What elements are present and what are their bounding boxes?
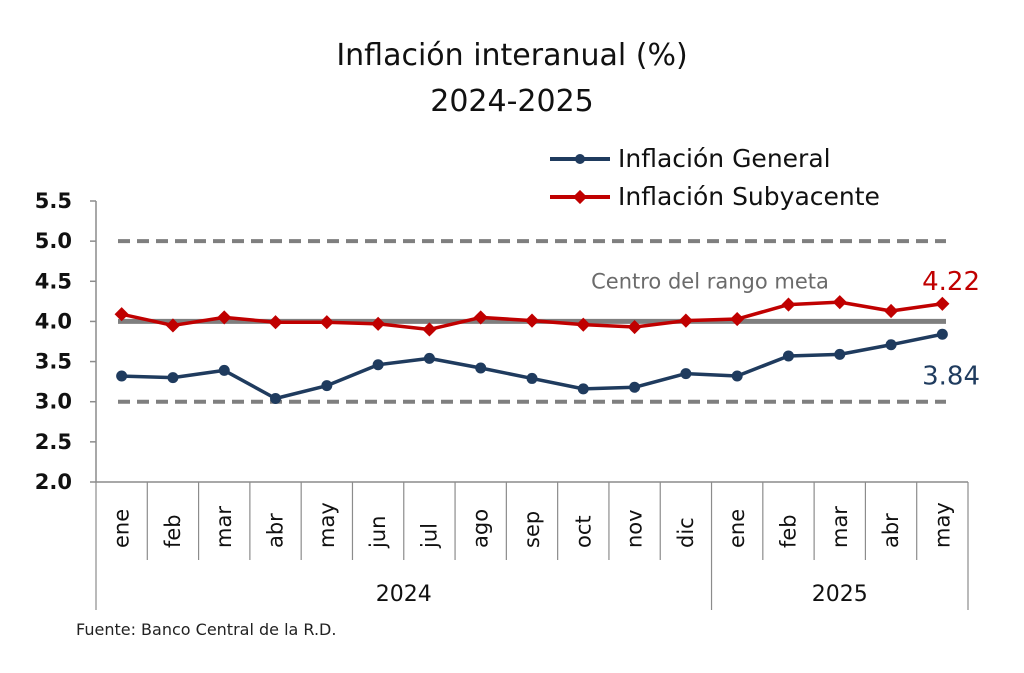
data-point-subyacente-9 (576, 317, 591, 332)
x-tick-label-15: abr (879, 513, 903, 548)
data-point-general-9 (577, 383, 589, 395)
data-point-subyacente-10 (627, 319, 642, 335)
target-center-annotation: Centro del rango meta (591, 269, 829, 293)
chart-subtitle: 2024-2025 (430, 84, 594, 119)
x-tick-label-5: jun (366, 516, 390, 549)
y-tick-label-0: 2.0 (35, 470, 72, 494)
data-point-subyacente-0 (114, 307, 129, 322)
data-point-subyacente-2 (217, 310, 232, 325)
data-point-subyacente-12 (730, 311, 745, 327)
y-tick-label-7: 5.5 (35, 189, 72, 213)
year-label-2025: 2025 (812, 582, 868, 607)
data-point-general-0 (116, 370, 128, 382)
data-point-general-3 (270, 393, 282, 405)
x-tick-label-9: oct (571, 515, 595, 548)
y-tick-label-4: 4.0 (35, 309, 72, 333)
legend-marker-general (550, 153, 610, 164)
x-tick-label-7: ago (469, 509, 493, 548)
data-point-general-13 (782, 350, 794, 362)
data-point-general-11 (680, 368, 692, 380)
data-point-subyacente-8 (524, 313, 540, 328)
x-tick-label-6: jul (417, 523, 441, 549)
data-point-subyacente-16 (935, 296, 950, 311)
data-point-subyacente-13 (781, 297, 796, 312)
x-tick-label-2: mar (212, 506, 236, 548)
y-tick-label-6: 5.0 (35, 229, 72, 253)
y-tick-label-5: 4.5 (35, 269, 72, 293)
data-point-subyacente-1 (165, 318, 181, 333)
y-tick-label-3: 3.5 (35, 350, 72, 374)
data-point-general-6 (423, 352, 435, 364)
x-tick-label-3: abr (264, 513, 288, 548)
series-line-0 (121, 332, 943, 401)
x-tick-label-0: ene (110, 509, 134, 548)
legend-marker-subyacente (550, 189, 610, 204)
data-point-general-12 (731, 370, 743, 382)
data-point-subyacente-14 (832, 295, 847, 310)
legend-item-general: Inflación General (548, 144, 831, 173)
x-tick-label-14: mar (828, 506, 852, 548)
x-tick-label-4: may (315, 502, 339, 548)
x-tick-label-1: feb (161, 514, 185, 548)
data-point-subyacente-11 (678, 313, 693, 328)
data-point-general-16 (936, 328, 948, 340)
x-tick-label-16: may (930, 502, 954, 548)
y-tick-label-2: 3.0 (35, 390, 72, 414)
data-point-subyacente-7 (473, 310, 488, 325)
data-point-general-10 (629, 381, 641, 393)
data-point-subyacente-6 (422, 322, 437, 337)
source-note: Fuente: Banco Central de la R.D. (76, 620, 337, 639)
legend-label-general: Inflación General (618, 144, 831, 173)
legend-label-subyacente: Inflación Subyacente (618, 182, 880, 211)
data-point-general-2 (218, 364, 230, 376)
data-point-general-5 (372, 359, 384, 371)
data-point-subyacente-4 (319, 315, 334, 330)
x-tick-label-11: dic (674, 517, 698, 548)
year-label-2024: 2024 (376, 582, 432, 607)
end-label-general: 3.84 (922, 361, 980, 391)
data-point-general-1 (167, 372, 179, 384)
chart-title: Inflación interanual (%) (336, 38, 688, 73)
data-point-subyacente-15 (883, 303, 899, 319)
data-point-subyacente-5 (371, 316, 386, 331)
data-point-general-8 (526, 372, 538, 384)
x-tick-label-13: feb (776, 514, 800, 548)
x-tick-label-8: sep (520, 511, 544, 548)
y-tick-label-1: 2.5 (35, 430, 72, 454)
data-point-general-15 (885, 339, 897, 351)
data-point-general-14 (834, 348, 846, 360)
x-tick-label-12: ene (725, 509, 749, 548)
data-point-general-7 (475, 362, 487, 374)
end-label-subyacente: 4.22 (922, 267, 980, 297)
data-point-subyacente-3 (268, 315, 283, 330)
data-point-general-4 (321, 380, 333, 392)
x-tick-label-10: nov (623, 509, 647, 548)
legend-item-subyacente: Inflación Subyacente (548, 182, 880, 211)
